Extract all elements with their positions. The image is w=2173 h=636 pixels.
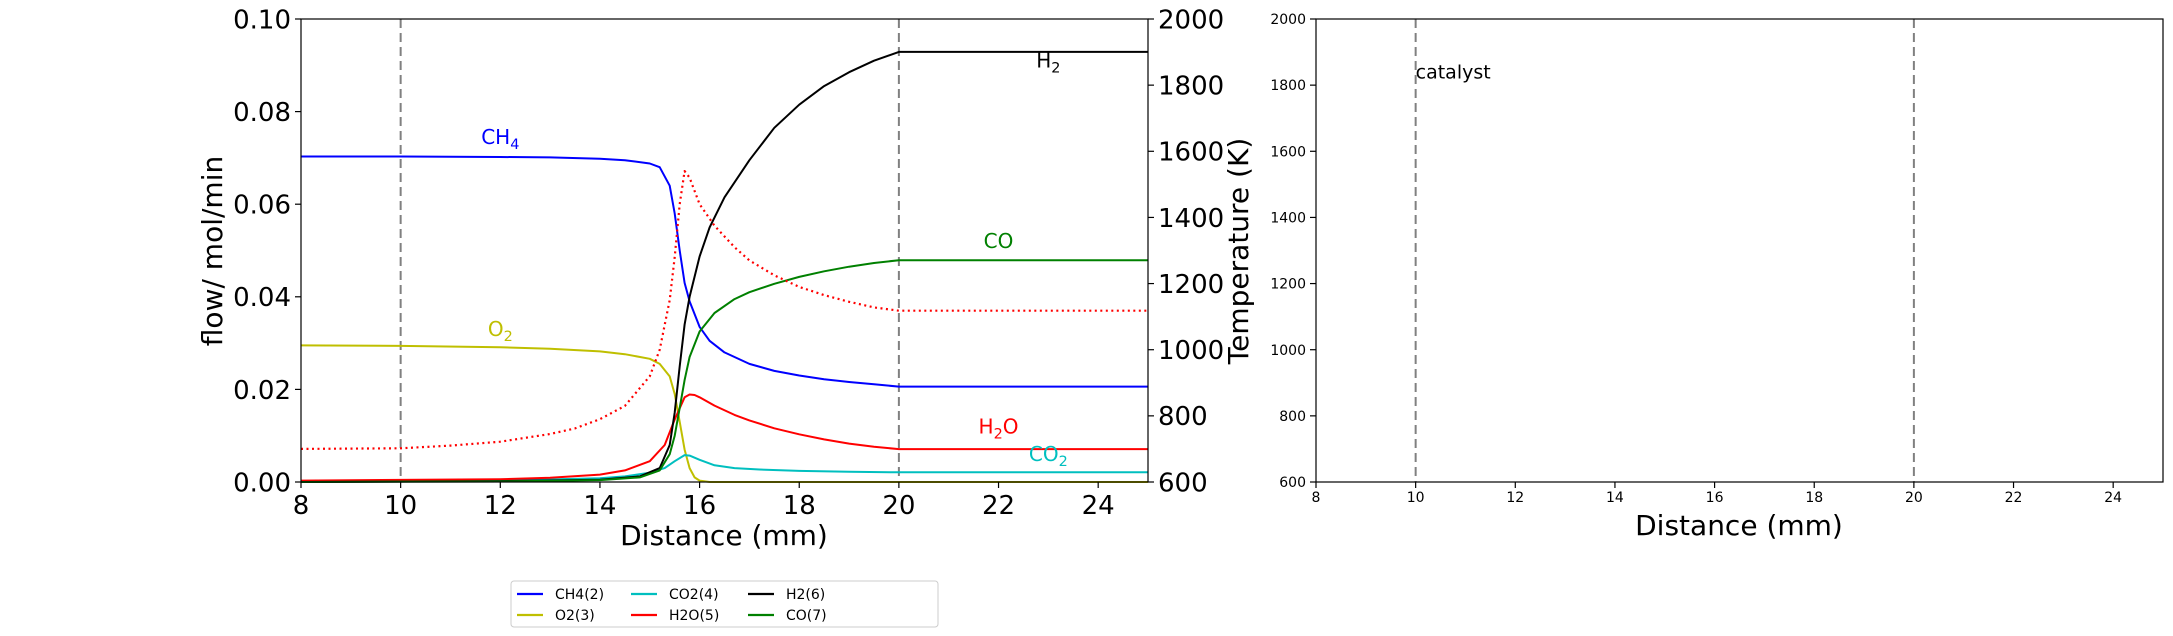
temperature-series: [300, 170, 1148, 450]
y-tick-label: 1200: [1270, 277, 1306, 293]
right-catalyst-boundary-lines: [1414, 19, 1915, 482]
series-co2-4: [300, 454, 1148, 483]
annotation-co2: CO2: [1029, 442, 1068, 470]
left-chart-panel: 8 10 12 14 16 18 20 22 24 0.000.020.040.060.080.…: [196, 5, 1255, 552]
y-tick-label: 0.08: [233, 98, 291, 128]
y-tick-label: 0.02: [233, 376, 291, 406]
x-tick-label: 22: [982, 491, 1015, 521]
catalyst-boundary-lines: [399, 19, 900, 482]
right-chart-panel: 8 10 12 14 16 18 20 22 24 600 800 1000 1200 1400 1600…: [1270, 12, 2164, 542]
legend-label: CH4(2): [555, 587, 604, 603]
legend-entry-co-7: CO(7): [748, 608, 827, 624]
x-tick-label: 10: [1407, 490, 1425, 506]
legend-label: H2(6): [786, 587, 825, 603]
y-tick-label: 0.00: [233, 468, 291, 498]
x-tick-label: 14: [1606, 490, 1624, 506]
x-tick-label: 20: [882, 491, 915, 521]
y2-tick-label: 600: [1158, 468, 1208, 498]
annotation-h2o: H2O: [979, 414, 1019, 442]
legend-entry-h2o-5: H2O(5): [631, 608, 719, 624]
y-tick-label: 1600: [1270, 144, 1306, 160]
annotation-h2: H2: [1036, 49, 1060, 77]
left-secondary-y-axis-ticks: 600 800 1000 1200 1400 1600 1800 2000: [1148, 5, 1224, 498]
right-x-axis-label: Distance (mm): [1635, 509, 1843, 542]
annotation-o2: O2: [488, 317, 513, 345]
x-tick-label: 12: [484, 491, 517, 521]
y-tick-label: 1000: [1270, 343, 1306, 359]
y-tick-label: 2000: [1270, 12, 1306, 28]
legend-label: CO2(4): [669, 587, 719, 603]
secondary-y-axis-label: Temperature (K): [1222, 138, 1255, 365]
x-tick-label: 16: [1706, 490, 1724, 506]
right-x-axis-ticks: 8 10 12 14 16 18 20 22 24: [1312, 482, 2122, 506]
legend-entry-co2-4: CO2(4): [631, 587, 719, 603]
y2-tick-label: 800: [1158, 402, 1208, 432]
x-tick-label: 16: [683, 491, 716, 521]
x-tick-label: 12: [1506, 490, 1524, 506]
y-tick-label: 0.04: [233, 283, 291, 313]
left-y-axis-ticks: 0.00 0.02 0.04 0.06 0.08 0.10: [233, 5, 301, 498]
y-tick-label: 600: [1279, 475, 1306, 491]
legend-label: H2O(5): [669, 608, 719, 624]
legend-entries: CH4(2) O2(3) CO2(4) H2O(5) H2(6) CO(7): [517, 587, 827, 624]
y-tick-label: 1400: [1270, 210, 1306, 226]
legend: CH4(2) O2(3) CO2(4) H2O(5) H2(6) CO(7): [510, 580, 939, 628]
series-o2-3: [300, 344, 1148, 483]
y-tick-label: 1800: [1270, 78, 1306, 94]
legend-box: [510, 580, 939, 628]
x-tick-label: 24: [1082, 491, 1115, 521]
x-tick-label: 18: [783, 491, 816, 521]
legend-entry-h2-6: H2(6): [748, 587, 825, 603]
legend-entry-ch4-2: CH4(2): [517, 587, 604, 603]
x-tick-label: 22: [2005, 490, 2023, 506]
x-tick-label: 24: [2104, 490, 2122, 506]
y-tick-label: 800: [1279, 409, 1306, 425]
left-x-axis-label: Distance (mm): [620, 519, 828, 552]
series-h2-6: [300, 50, 1148, 483]
right-annotations: catalyst: [1416, 62, 1491, 84]
legend-label: CO(7): [786, 608, 827, 624]
legend-entry-o2-3: O2(3): [517, 608, 595, 624]
x-tick-label: 8: [293, 491, 310, 521]
right-plot-frame: [1315, 18, 2164, 483]
y2-tick-label: 2000: [1158, 5, 1224, 35]
x-tick-label: 20: [1905, 490, 1923, 506]
y2-tick-label: 1200: [1158, 270, 1224, 300]
series-co-7: [300, 259, 1148, 483]
left-y-axis-label: flow/ mol/min: [196, 156, 229, 346]
series-h2o-5: [300, 393, 1148, 482]
annotation-ch4: CH4: [481, 125, 519, 153]
y2-tick-label: 1600: [1158, 138, 1224, 168]
y-tick-label: 0.10: [233, 5, 291, 35]
y2-tick-label: 1800: [1158, 72, 1224, 102]
legend-label: O2(3): [555, 608, 595, 624]
x-tick-label: 8: [1312, 490, 1321, 506]
x-tick-label: 14: [583, 491, 616, 521]
y-tick-label: 0.06: [233, 191, 291, 221]
right-y-axis-ticks: 600 800 1000 1200 1400 1600 1800 2000: [1270, 12, 1316, 491]
species-flow-series: [300, 50, 1148, 483]
y2-tick-label: 1400: [1158, 204, 1224, 234]
left-plot-frame: [300, 18, 1149, 483]
species-annotations: CH4 O2 H2 CO H2O CO2: [481, 49, 1068, 471]
y2-tick-label: 1000: [1158, 336, 1224, 366]
left-x-axis-ticks: 8 10 12 14 16 18 20 22 24: [293, 482, 1115, 521]
x-tick-label: 18: [1805, 490, 1823, 506]
annotation-co: CO: [984, 229, 1014, 253]
annotation-catalyst: catalyst: [1416, 62, 1491, 84]
x-tick-label: 10: [384, 491, 417, 521]
